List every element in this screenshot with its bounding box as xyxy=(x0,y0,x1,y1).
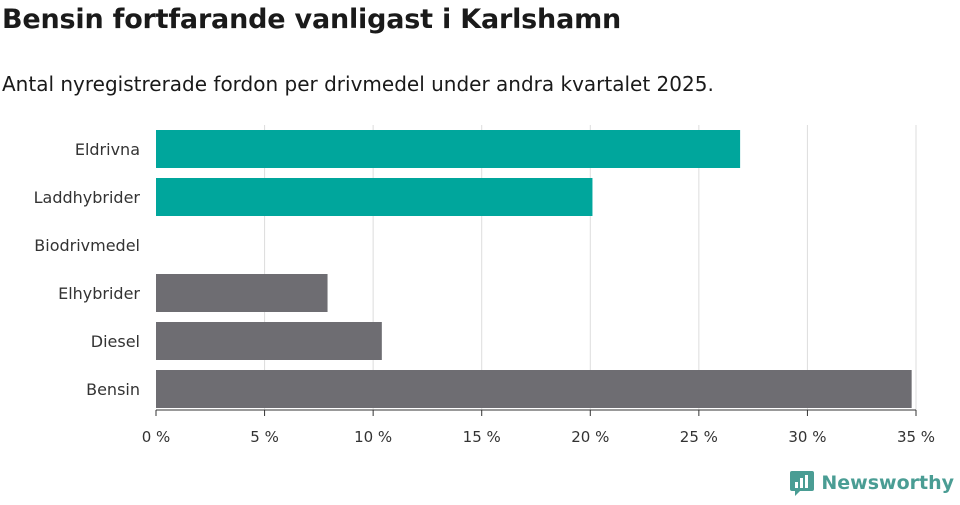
x-tick-label: 30 % xyxy=(788,428,826,446)
chart-subtitle: Antal nyregistrerade fordon per drivmede… xyxy=(2,72,714,96)
x-tick-label: 35 % xyxy=(897,428,935,446)
category-label: Elhybrider xyxy=(58,284,140,303)
chart-title: Bensin fortfarande vanligast i Karlshamn xyxy=(2,4,622,35)
category-label: Biodrivmedel xyxy=(34,236,140,255)
category-label: Diesel xyxy=(91,332,140,351)
x-tick-label: 25 % xyxy=(680,428,718,446)
x-tick-label: 0 % xyxy=(142,428,171,446)
newsworthy-logo: Newsworthy xyxy=(789,469,954,497)
newsworthy-logo-icon xyxy=(790,471,815,496)
bar-diesel xyxy=(156,322,382,360)
category-label: Laddhybrider xyxy=(34,188,141,207)
x-tick-label: 5 % xyxy=(250,428,279,446)
x-tick-label: 20 % xyxy=(571,428,609,446)
category-label: Eldrivna xyxy=(75,140,140,159)
grid-lines xyxy=(264,125,917,410)
category-labels: Eldrivna Laddhybrider Biodrivmedel Elhybrid… xyxy=(34,140,141,399)
bar-laddhybrider xyxy=(156,178,593,216)
x-tick-label: 10 % xyxy=(354,428,392,446)
bars xyxy=(156,130,912,408)
x-axis: 0 % 5 % 10 % 15 % 20 % 25 % 30 % 35 % xyxy=(142,409,935,446)
bar-bensin xyxy=(156,370,912,408)
bar-eldrivna xyxy=(156,130,741,168)
x-tick-label: 15 % xyxy=(463,428,501,446)
brand-name: Newsworthy xyxy=(821,472,954,494)
category-label: Bensin xyxy=(86,380,140,399)
bar-elhybrider xyxy=(156,274,328,312)
